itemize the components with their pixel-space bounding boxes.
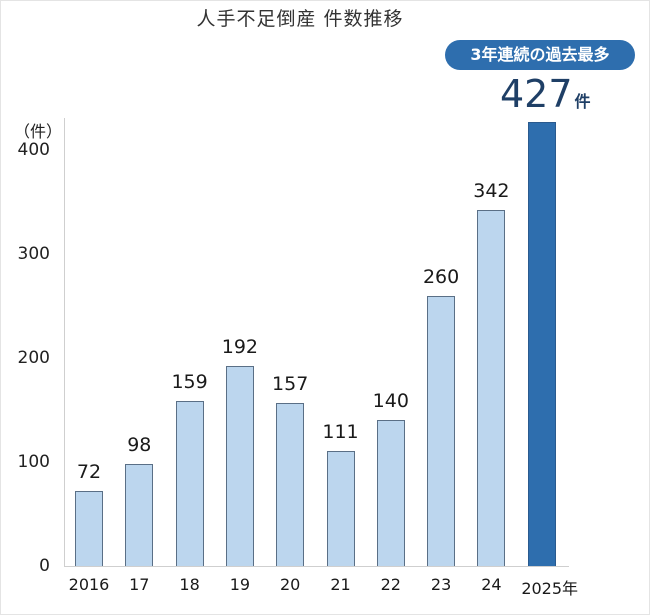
value-label: 342: [473, 180, 510, 203]
value-label: 159: [171, 370, 208, 393]
y-axis-line: [64, 118, 65, 567]
value-label: 98: [127, 434, 152, 457]
highlight-value: 427 件: [500, 72, 620, 116]
record-badge: 3年連続の過去最多: [445, 40, 635, 70]
x-tick-label: 17: [129, 575, 150, 594]
x-tick-label: 19: [229, 575, 251, 594]
x-tick-label: 2025年: [521, 579, 579, 598]
bar-18: [175, 400, 204, 566]
x-tick-label: 24: [481, 575, 502, 594]
bar-24: [477, 210, 506, 566]
bar-17: [125, 464, 154, 566]
y-axis-unit: （件）: [14, 122, 63, 141]
value-label: 192: [221, 336, 259, 359]
value-label: 260: [422, 265, 460, 288]
bar-21: [326, 450, 355, 566]
highlight-unit: 件: [574, 92, 591, 111]
y-tick-100: 100: [17, 452, 50, 472]
x-tick-label: 18: [179, 575, 200, 594]
y-tick-200: 200: [17, 348, 50, 368]
bar-19: [225, 366, 254, 566]
bar-2016: [75, 491, 103, 566]
value-label: 140: [372, 390, 409, 413]
x-tick-label: 22: [380, 575, 401, 594]
x-tick-label: 20: [280, 575, 301, 594]
bar-23: [427, 295, 456, 566]
x-tick-label: 23: [430, 575, 452, 594]
highlight-number: 427: [500, 72, 573, 116]
bar-2025年: [527, 121, 556, 566]
x-tick-label: 2016: [68, 575, 110, 594]
y-tick-400: 400: [17, 140, 50, 160]
value-label: 72: [76, 461, 102, 484]
y-tick-300: 300: [17, 244, 50, 264]
y-tick-0: 0: [39, 556, 50, 576]
value-label: 111: [322, 420, 359, 443]
bar-20: [276, 402, 305, 566]
x-tick-label: 21: [330, 575, 351, 594]
x-axis-line: [64, 566, 569, 567]
value-label: 157: [272, 372, 309, 395]
bar-22: [376, 420, 405, 566]
chart-title: 人手不足倒産 件数推移: [196, 8, 404, 30]
